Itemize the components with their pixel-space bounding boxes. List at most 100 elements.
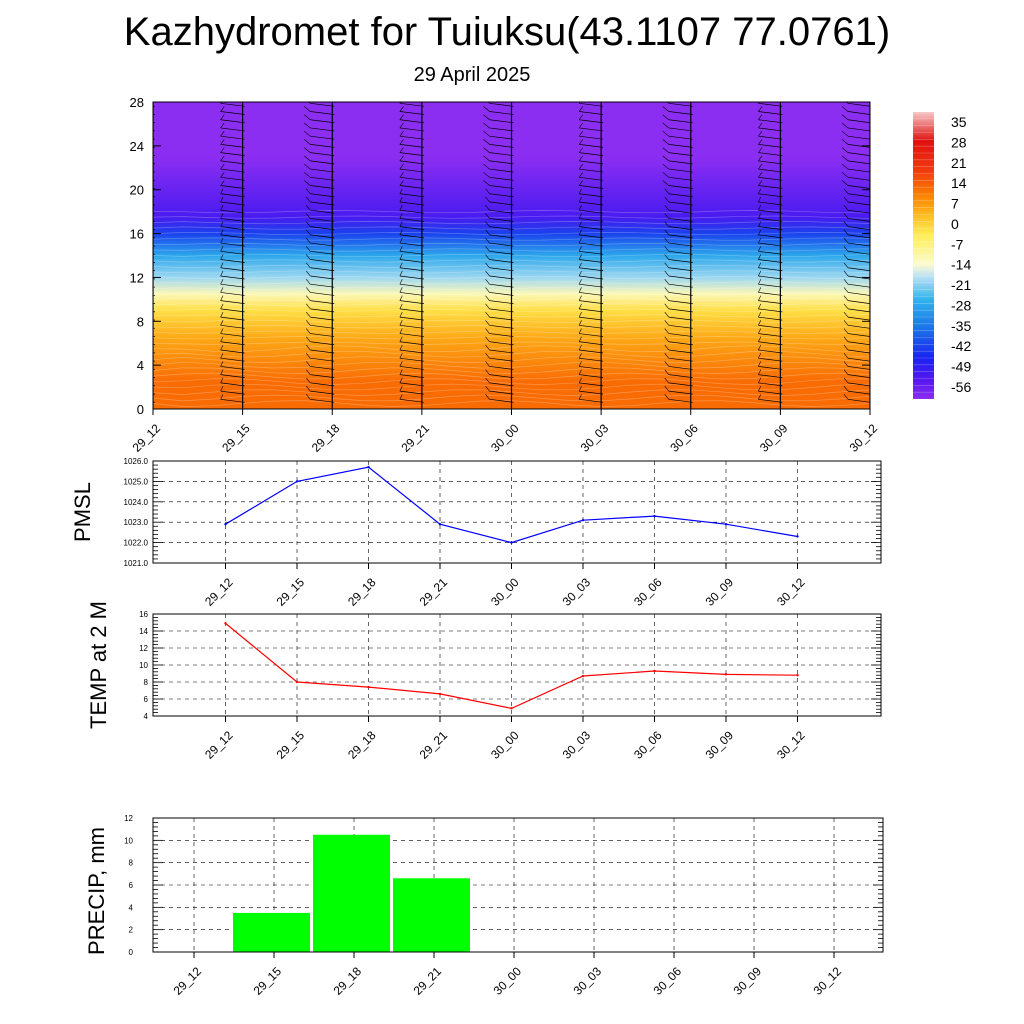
precip-bar [233, 912, 310, 952]
x-tick-label: 30_00 [491, 964, 525, 998]
colorbar-label: -56 [951, 379, 971, 395]
y-tick-label: 1025.0 [124, 477, 149, 486]
wind-barb [220, 234, 245, 239]
pmsl-panel: 1021.0 1022.0 1023.0 1024.0 1025.0 1026.0 29_1… [70, 457, 882, 609]
wind-barb [153, 393, 156, 395]
wind-barb [399, 267, 424, 272]
wind-barb [310, 176, 335, 181]
wind-barb [220, 127, 245, 132]
wind-barb [579, 144, 604, 148]
wind-barb [579, 300, 604, 304]
wind-barb [310, 111, 335, 115]
wind-barb [668, 250, 693, 255]
wind-barb [847, 300, 870, 304]
wind-barb [668, 259, 693, 263]
wind-barb [153, 261, 156, 263]
wind-barb [153, 130, 156, 132]
wind-barb [758, 259, 783, 263]
x-tick-label: 30_06 [631, 575, 665, 609]
wind-barb [220, 275, 245, 280]
y-tick-label: 6 [129, 881, 134, 890]
wind-barb [847, 292, 870, 296]
wind-barb [579, 102, 604, 107]
wind-barb [668, 119, 693, 124]
wind-barb [220, 324, 245, 329]
wind-barb [668, 152, 693, 156]
wind-barb [220, 160, 245, 165]
wind-barb [758, 127, 783, 132]
wind-barb [310, 300, 335, 304]
wind-barb [399, 111, 424, 115]
wind-barb [399, 119, 424, 124]
wind-barb [310, 160, 335, 165]
x-tick-label: 30_06 [631, 728, 665, 762]
wind-barb [579, 185, 604, 189]
heatmap-x-tick-label: 30_06 [667, 421, 701, 455]
precip-panel: 0 2 4 6 8 10 12 29_12 29_15 29_18 29_21 30_00 30_03 3… [84, 814, 884, 998]
heatmap-y-tick-label: 28 [130, 95, 144, 110]
wind-barb [310, 292, 335, 296]
colorbar-label: -35 [951, 318, 971, 334]
wind-barb [579, 226, 604, 230]
wind-barb [668, 168, 693, 173]
wind-barb [153, 303, 156, 304]
wind-barb [489, 324, 514, 329]
wind-barb [847, 168, 870, 173]
y-tick-label: 12 [124, 814, 133, 823]
heatmap-x-tick-label: 29_15 [219, 421, 253, 455]
data-point [295, 480, 299, 483]
wind-barb [579, 242, 604, 247]
wind-barb [579, 135, 604, 140]
x-tick-label: 30_03 [560, 575, 594, 609]
wind-barb [399, 275, 424, 280]
wind-barb [220, 292, 245, 296]
data-point [724, 673, 728, 676]
heatmap-y-tick-label: 20 [130, 183, 144, 198]
colorbar-label: -14 [951, 257, 971, 273]
precip-bar [313, 834, 390, 952]
data-point [796, 674, 799, 677]
wind-barb [310, 275, 335, 280]
wind-barb [153, 245, 156, 247]
wind-barb [579, 259, 604, 263]
wind-barb [668, 398, 693, 403]
wind-barb [489, 283, 514, 288]
wind-barb [310, 135, 335, 140]
wind-barb [758, 209, 783, 214]
wind-barb [310, 201, 335, 206]
wind-barb [847, 259, 870, 263]
wind-barb [579, 250, 604, 255]
y-tick-label: 12 [139, 644, 148, 653]
wind-barb [668, 144, 693, 148]
wind-barb [579, 234, 604, 239]
wind-barb [310, 209, 335, 214]
wind-barb [758, 349, 783, 354]
wind-barb [489, 160, 514, 165]
heatmap-y-tick-label: 12 [130, 270, 144, 285]
wind-barb [220, 300, 245, 304]
wind-barb [220, 119, 245, 124]
wind-barb [847, 111, 870, 115]
wind-barb [399, 144, 424, 148]
wind-barb [758, 160, 783, 165]
wind-barb [399, 209, 424, 214]
wind-barb [758, 267, 783, 272]
wind-barb [758, 250, 783, 255]
wind-barb [220, 398, 245, 403]
data-point [581, 518, 585, 522]
wind-barb [579, 209, 604, 214]
x-tick-label: 29_18 [345, 728, 379, 762]
wind-barb [153, 335, 156, 337]
wind-barb [579, 111, 604, 115]
colorbar-label: -7 [951, 236, 964, 252]
wind-barb [758, 390, 783, 395]
wind-barb [579, 316, 604, 321]
wind-barb [579, 292, 604, 296]
wind-barb [579, 374, 604, 379]
wind-barb [579, 176, 604, 181]
wind-barb [310, 234, 335, 239]
wind-barb [489, 209, 514, 214]
wind-barb [153, 344, 156, 346]
wind-barb [847, 242, 870, 247]
wind-barb [489, 390, 514, 395]
